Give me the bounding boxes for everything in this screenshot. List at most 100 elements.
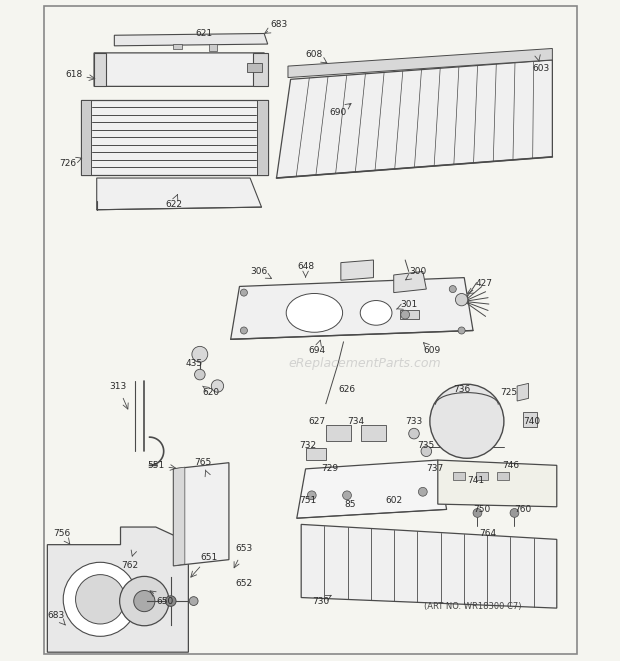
Text: 602: 602 xyxy=(385,496,402,505)
Polygon shape xyxy=(174,44,182,50)
Text: 762: 762 xyxy=(121,561,138,570)
Text: 301: 301 xyxy=(400,299,417,309)
Circle shape xyxy=(450,286,456,293)
Polygon shape xyxy=(253,53,268,87)
Text: 651: 651 xyxy=(200,553,217,561)
Text: 732: 732 xyxy=(299,441,317,449)
Circle shape xyxy=(166,596,176,606)
Circle shape xyxy=(241,289,247,296)
Text: 765: 765 xyxy=(194,458,211,467)
Text: 653: 653 xyxy=(235,544,252,553)
Polygon shape xyxy=(174,463,229,566)
Text: 690: 690 xyxy=(330,108,347,117)
Text: 300: 300 xyxy=(409,267,426,276)
Text: 734: 734 xyxy=(347,417,365,426)
Polygon shape xyxy=(81,100,268,175)
Text: 626: 626 xyxy=(339,385,356,394)
Circle shape xyxy=(134,590,155,611)
Polygon shape xyxy=(81,100,91,175)
Text: 313: 313 xyxy=(109,381,126,391)
Circle shape xyxy=(458,327,465,334)
Text: 608: 608 xyxy=(306,50,323,59)
Polygon shape xyxy=(361,425,386,441)
Polygon shape xyxy=(517,383,529,401)
Text: 427: 427 xyxy=(476,280,493,288)
Text: 741: 741 xyxy=(467,476,484,485)
Circle shape xyxy=(418,487,427,496)
Text: 736: 736 xyxy=(453,385,470,394)
Circle shape xyxy=(120,576,169,626)
Text: 683: 683 xyxy=(270,20,288,29)
Circle shape xyxy=(430,384,504,458)
Text: 435: 435 xyxy=(185,359,202,368)
Text: 551: 551 xyxy=(147,461,164,470)
Bar xyxy=(400,310,419,319)
Circle shape xyxy=(409,428,419,439)
Text: 740: 740 xyxy=(523,417,541,426)
Text: 756: 756 xyxy=(53,529,70,537)
Polygon shape xyxy=(438,460,557,507)
Circle shape xyxy=(421,446,432,457)
Polygon shape xyxy=(306,447,326,460)
Text: 620: 620 xyxy=(203,388,220,397)
Text: 650: 650 xyxy=(156,597,173,605)
Polygon shape xyxy=(257,100,268,175)
Circle shape xyxy=(192,346,208,362)
Circle shape xyxy=(343,491,352,500)
Polygon shape xyxy=(47,527,188,652)
Text: 750: 750 xyxy=(473,505,490,514)
Text: 627: 627 xyxy=(309,417,326,426)
Text: 751: 751 xyxy=(299,496,317,505)
Text: 746: 746 xyxy=(502,461,520,470)
Circle shape xyxy=(308,491,316,500)
Text: 652: 652 xyxy=(236,579,252,588)
Text: 622: 622 xyxy=(165,200,182,209)
Text: 683: 683 xyxy=(48,611,65,619)
Circle shape xyxy=(456,293,467,306)
Text: (ART NO. WR18300 C7): (ART NO. WR18300 C7) xyxy=(424,602,522,611)
Polygon shape xyxy=(394,272,427,293)
Polygon shape xyxy=(231,278,473,339)
Text: 737: 737 xyxy=(427,465,444,473)
Polygon shape xyxy=(94,53,105,87)
Polygon shape xyxy=(97,178,262,210)
Polygon shape xyxy=(277,60,552,178)
Circle shape xyxy=(473,508,482,518)
Text: 726: 726 xyxy=(59,159,76,167)
Text: 609: 609 xyxy=(423,346,440,355)
Text: 733: 733 xyxy=(405,417,423,426)
Text: 729: 729 xyxy=(321,465,338,473)
Polygon shape xyxy=(114,34,268,46)
Polygon shape xyxy=(94,53,268,87)
Text: 603: 603 xyxy=(533,64,549,73)
Bar xyxy=(453,471,465,481)
Circle shape xyxy=(510,508,519,518)
Text: 730: 730 xyxy=(312,597,329,605)
Text: 648: 648 xyxy=(297,262,314,270)
Circle shape xyxy=(401,310,410,319)
Text: 760: 760 xyxy=(515,505,532,514)
Text: 694: 694 xyxy=(309,346,326,355)
Polygon shape xyxy=(341,260,373,280)
Text: 618: 618 xyxy=(65,71,82,79)
Circle shape xyxy=(241,327,247,334)
Polygon shape xyxy=(209,44,218,51)
Circle shape xyxy=(211,380,224,392)
Polygon shape xyxy=(297,460,446,518)
Bar xyxy=(476,471,488,481)
Text: 85: 85 xyxy=(344,500,355,508)
Text: 764: 764 xyxy=(479,529,497,537)
Text: 621: 621 xyxy=(196,29,213,38)
Text: eReplacementParts.com: eReplacementParts.com xyxy=(288,356,441,369)
Ellipse shape xyxy=(360,301,392,325)
Polygon shape xyxy=(247,63,262,72)
Circle shape xyxy=(195,369,205,380)
Circle shape xyxy=(63,563,137,637)
Circle shape xyxy=(76,574,125,624)
Text: 306: 306 xyxy=(250,267,267,276)
Text: 725: 725 xyxy=(500,388,517,397)
Polygon shape xyxy=(174,467,185,566)
Text: 735: 735 xyxy=(418,441,435,449)
Polygon shape xyxy=(326,425,350,441)
Bar xyxy=(497,471,509,481)
